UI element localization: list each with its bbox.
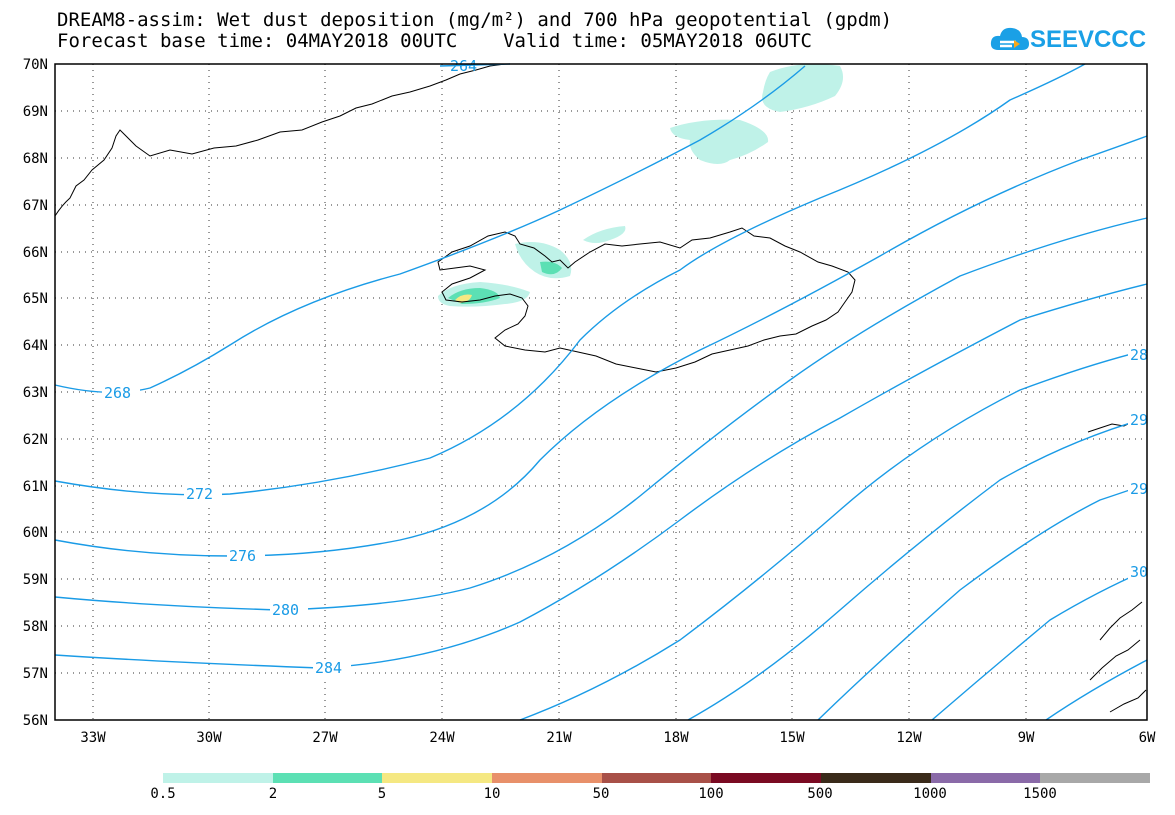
- lat-label: 64N: [23, 338, 48, 354]
- scotland-coast: [1089, 601, 1147, 713]
- dust-patch-north-3: [583, 226, 626, 243]
- lat-label: 62N: [23, 432, 48, 448]
- legend-swatch: [711, 773, 822, 783]
- legend-swatch: [272, 773, 383, 783]
- map-subtitle: Forecast base time: 04MAY2018 00UTC Vali…: [57, 30, 812, 52]
- contour-label-29b: 29: [1130, 480, 1148, 498]
- contour-label-29a: 29: [1130, 411, 1148, 429]
- legend-label: 10: [483, 786, 501, 802]
- dust-patch-westfjords: [515, 242, 572, 279]
- greenland-coast: [54, 63, 506, 217]
- lat-label: 70N: [23, 57, 48, 73]
- dust-patch-north-2: [670, 119, 769, 164]
- lon-label: 18W: [663, 730, 689, 746]
- legend-label: 0.5: [150, 786, 176, 802]
- logo-text: SEEVCCC: [1030, 26, 1147, 53]
- legend-label: 1500: [1023, 786, 1057, 802]
- dust-patch-westfjords-2: [540, 261, 562, 275]
- contour-284: [54, 283, 1148, 669]
- cloud-logo-icon: [990, 27, 1029, 50]
- lon-label: 9W: [1018, 730, 1035, 746]
- contour-268: [54, 65, 806, 394]
- legend-swatch: [601, 773, 712, 783]
- contour-label-268: 268: [104, 384, 131, 402]
- contour-label-264: 264: [450, 57, 477, 75]
- legend-label: 5: [377, 786, 387, 802]
- seevccc-logo: SEEVCCC: [990, 22, 1150, 60]
- dust-deposition-areas: [438, 64, 844, 307]
- coastlines: [54, 63, 1147, 713]
- contour-304: [1045, 659, 1148, 721]
- lat-label: 59N: [23, 572, 48, 588]
- contour-label-276: 276: [229, 547, 256, 565]
- lat-label: 66N: [23, 245, 48, 261]
- dust-patch-north-1: [762, 64, 844, 112]
- legend-swatch: [1040, 773, 1151, 783]
- map-frame: [54, 63, 1148, 721]
- legend-colorbar: [163, 773, 1151, 783]
- contour-label-280: 280: [272, 601, 299, 619]
- gridlines: [55, 64, 1147, 720]
- contour-label-30: 30: [1130, 563, 1148, 581]
- latitude-labels: 70N 69N 68N 67N 66N 65N 64N 63N 62N 61N …: [23, 57, 48, 729]
- contour-292b: [817, 483, 1148, 721]
- lat-label: 56N: [23, 713, 48, 729]
- lon-label: 21W: [546, 730, 572, 746]
- contour-292a: [687, 417, 1148, 721]
- contour-288: [519, 349, 1148, 721]
- lat-label: 57N: [23, 666, 48, 682]
- legend-swatch: [821, 773, 931, 783]
- legend-label: 100: [698, 786, 724, 802]
- lat-label: 69N: [23, 104, 48, 120]
- legend-swatch: [382, 773, 493, 783]
- legend-label: 50: [592, 786, 610, 802]
- lat-label: 58N: [23, 619, 48, 635]
- contour-label-28x: 28: [1130, 346, 1148, 364]
- legend-swatch: [163, 773, 273, 783]
- contour-label-284: 284: [315, 659, 342, 677]
- contour-280: [54, 217, 1148, 611]
- contour-label-272: 272: [186, 485, 213, 503]
- lat-label: 68N: [23, 151, 48, 167]
- legend-swatch: [930, 773, 1041, 783]
- lat-label: 61N: [23, 479, 48, 495]
- longitude-labels: 33W 30W 27W 24W 21W 18W 15W 12W 9W 6W: [80, 730, 1156, 746]
- lon-label: 30W: [196, 730, 222, 746]
- legend-label: 1000: [913, 786, 947, 802]
- lon-label: 12W: [896, 730, 922, 746]
- lon-label: 6W: [1139, 730, 1156, 746]
- lat-label: 63N: [23, 385, 48, 401]
- contour-272: [54, 63, 1086, 496]
- lon-label: 24W: [429, 730, 455, 746]
- lat-label: 67N: [23, 198, 48, 214]
- contour-label-backgrounds: [102, 346, 1148, 677]
- legend-swatch: [492, 773, 602, 783]
- dust-patch-snaefell-3: [455, 294, 472, 303]
- lon-label: 27W: [312, 730, 338, 746]
- iceland-coast: [437, 227, 856, 373]
- lon-label: 15W: [779, 730, 805, 746]
- legend-label: 500: [807, 786, 833, 802]
- lat-label: 65N: [23, 291, 48, 307]
- contour-300: [931, 569, 1148, 721]
- lat-label: 60N: [23, 525, 48, 541]
- map-title: DREAM8-assim: Wet dust deposition (mg/m²…: [57, 9, 893, 31]
- lon-label: 33W: [80, 730, 106, 746]
- legend-label: 2: [268, 786, 278, 802]
